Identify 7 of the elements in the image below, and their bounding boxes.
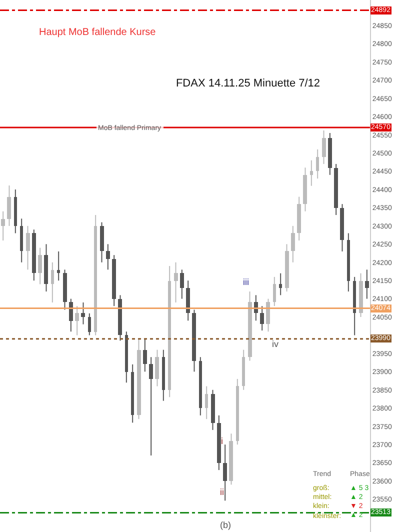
annotation: i [221, 436, 223, 446]
annotation: iii [243, 277, 249, 287]
annotation: Haupt MoB fallende Kurse [39, 27, 156, 38]
annotation: (b) [220, 520, 231, 530]
annotation: iv [272, 339, 279, 349]
annotation: ii [220, 487, 224, 497]
text: FDAX 14.11.25 Minuette 7/12 [176, 77, 320, 90]
